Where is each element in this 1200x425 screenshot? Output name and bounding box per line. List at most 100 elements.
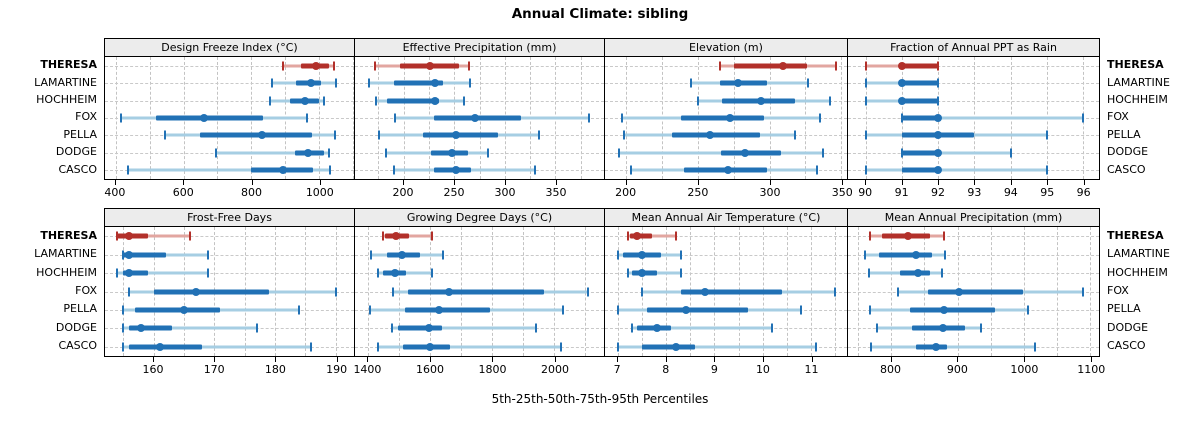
axis-tick (974, 180, 976, 185)
range-5th-95th (123, 326, 257, 330)
whisker-cap (937, 96, 940, 106)
median-dot (934, 166, 943, 175)
gridline-horizontal (355, 273, 604, 275)
whisker-cap (1033, 342, 1036, 352)
median-dot (137, 324, 146, 333)
whisker-cap (368, 78, 371, 88)
whisker-cap (431, 231, 434, 241)
axis-tick (275, 357, 277, 362)
gridline-horizontal (105, 273, 354, 275)
whisker-cap (534, 165, 537, 175)
axis-tick (865, 180, 867, 185)
median-dot (932, 342, 941, 351)
median-dot (435, 305, 444, 314)
panel-plot-area (354, 57, 605, 180)
axis-tick (770, 180, 772, 185)
gridline-horizontal (105, 65, 354, 67)
row-label: CASCO (1107, 339, 1146, 353)
whisker-cap (122, 342, 125, 352)
axis-tick-label: 170 (203, 363, 225, 376)
axis-tick-label: 1600 (415, 363, 444, 376)
gridline-horizontal (605, 254, 847, 256)
range-5th-95th (123, 345, 312, 349)
whisker-cap (641, 287, 644, 296)
range-5th-95th (117, 271, 209, 275)
range-5th-95th (128, 168, 330, 172)
whisker-cap (865, 96, 868, 106)
panel-plot-area (604, 227, 848, 357)
range-25th-75th (672, 132, 760, 138)
median-dot (904, 232, 913, 241)
gridline-horizontal (848, 273, 1099, 275)
median-dot (303, 148, 312, 157)
axis-tick-label: 94 (1003, 186, 1018, 199)
axis-tick (336, 357, 338, 362)
whisker-cap (875, 323, 878, 333)
range-25th-75th (129, 344, 203, 350)
row-label: LAMARTINE (1107, 75, 1170, 89)
whisker-cap (370, 250, 373, 260)
whisker-cap (271, 78, 274, 88)
median-dot (430, 96, 439, 105)
axis-tick-label: 250 (443, 186, 465, 199)
axis-tick-label: 200 (615, 186, 637, 199)
whisker-cap (818, 113, 821, 123)
median-dot (155, 342, 164, 351)
x-axis: 1400 1600 1800 2000 (353, 357, 605, 383)
row-label: CASCO (58, 162, 97, 176)
row-label: THERESA (40, 58, 97, 72)
whisker-cap (281, 61, 284, 71)
row-labels: THERESA LAMARTINE HOCHHEIM FOX PELLA DODGE CAS… (0, 226, 104, 355)
median-dot (912, 250, 921, 259)
whisker-cap (334, 287, 337, 296)
panel-plot-area (847, 227, 1100, 357)
whisker-cap (538, 130, 541, 140)
whisker-cap (128, 287, 131, 296)
range-25th-75th (902, 80, 939, 86)
whisker-cap (587, 113, 590, 123)
gridline-horizontal (355, 236, 604, 238)
range-25th-75th (398, 325, 442, 331)
whisker-cap (631, 323, 634, 333)
axis-tick (1091, 357, 1093, 362)
axis-tick (665, 357, 667, 362)
axis-tick-label: 1000 (305, 186, 334, 199)
whisker-cap (122, 323, 125, 333)
median-dot (725, 114, 734, 122)
whisker-cap (865, 78, 868, 88)
range-25th-75th (911, 325, 965, 331)
axis-tick-label: 9 (710, 363, 718, 376)
median-dot (452, 166, 461, 175)
axis-tick-label: 90 (858, 186, 873, 199)
axis-tick (901, 180, 903, 185)
whisker-cap (868, 231, 871, 241)
range-5th-95th (619, 151, 823, 155)
whisker-cap (328, 165, 331, 175)
range-25th-75th (680, 289, 782, 294)
range-25th-75th (902, 98, 939, 104)
median-dot (125, 250, 134, 259)
range-25th-75th (408, 289, 545, 294)
whisker-cap (586, 287, 589, 296)
row-label: FOX (75, 110, 97, 124)
whisker-cap (1081, 113, 1084, 123)
axis-tick-label: 92 (931, 186, 945, 199)
whisker-cap (391, 287, 394, 296)
range-25th-75th (387, 98, 439, 104)
whisker-cap (394, 113, 397, 123)
x-axis: 7 8 9 10 11 (604, 357, 848, 383)
whisker-cap (865, 130, 868, 140)
axis-tick-label: 300 (759, 186, 781, 199)
row-labels: THERESA LAMARTINE HOCHHEIM FOX PELLA DODGE CAS… (0, 56, 104, 178)
header-spacer (0, 38, 104, 56)
whisker-cap (255, 323, 258, 333)
range-25th-75th (720, 150, 782, 156)
median-dot (934, 131, 943, 140)
axis-tick-label: 300 (494, 186, 516, 199)
whisker-cap (679, 268, 682, 278)
whisker-cap (374, 61, 377, 71)
median-dot (705, 131, 714, 140)
whisker-cap (378, 130, 381, 140)
whisker-cap (821, 148, 824, 158)
median-dot (778, 61, 787, 70)
